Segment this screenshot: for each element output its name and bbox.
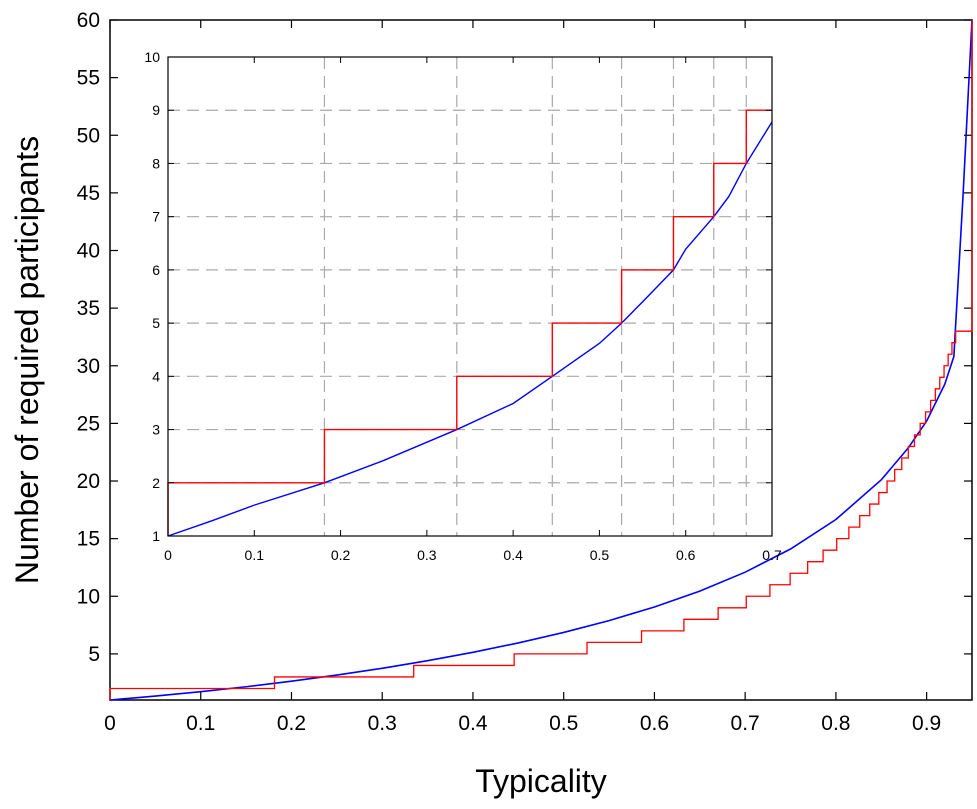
- inset-y-tick-label: 9: [152, 102, 160, 118]
- inset-y-tick-label: 8: [152, 155, 160, 171]
- inset-y-tick-label: 7: [152, 209, 160, 225]
- inset-y-tick-label: 4: [152, 368, 160, 384]
- x-tick-label: 0.9: [912, 712, 941, 735]
- main-tick-labels: 0 0.1 0.2 0.3 0.4 0.5 0.6 0.7 0.8 0.9510152025303…: [77, 9, 942, 735]
- x-tick-label: 0: [104, 712, 116, 735]
- inset-tick-labels: 0 0.1 0.2 0.3 0.4 0.5 0.6 0.7 1 2 3 4 5 6 7 8 9 10: [144, 49, 782, 563]
- inset-y-tick-label: 10: [144, 49, 160, 65]
- y-tick-label: 45: [77, 182, 100, 205]
- x-tick-label: 0.6: [640, 712, 669, 735]
- y-axis-title: Number of required participants: [9, 136, 45, 584]
- inset-plot-frame: [167, 56, 773, 537]
- inset-step-line: [167, 109, 772, 536]
- inset-x-tick-label: 0.6: [676, 547, 696, 563]
- x-tick-label: 0.3: [368, 712, 397, 735]
- inset-plot: 0 0.1 0.2 0.3 0.4 0.5 0.6 0.7 1 2 3 4 5 6 7 8 9 10: [144, 49, 782, 563]
- y-tick-label: 40: [77, 240, 100, 263]
- y-tick-label: 35: [77, 297, 100, 320]
- y-tick-label: 25: [77, 412, 100, 435]
- main-series: [109, 19, 973, 701]
- main-curve-line: [109, 19, 973, 701]
- inset-series: [167, 109, 773, 537]
- main-step-line: [109, 20, 973, 700]
- inset-y-tick-label: 5: [152, 315, 160, 331]
- inset-y-tick-label: 2: [152, 475, 160, 491]
- inset-x-tick-label: 0.1: [245, 547, 265, 563]
- y-tick-label: 55: [77, 67, 100, 90]
- main-plot: 0 0.1 0.2 0.3 0.4 0.5 0.6 0.7 0.8 0.9510152025303…: [9, 9, 973, 799]
- x-tick-label: 0.1: [186, 712, 215, 735]
- y-tick-label: 60: [77, 9, 100, 32]
- inset-background: [168, 57, 772, 536]
- x-tick-label: 0.5: [549, 712, 578, 735]
- inset-x-tick-label: 0.5: [590, 547, 610, 563]
- y-tick-label: 20: [77, 470, 100, 493]
- y-tick-label: 15: [77, 528, 100, 551]
- y-tick-label: 30: [77, 355, 100, 378]
- inset-ticks: [167, 56, 773, 537]
- y-tick-label: 5: [88, 643, 100, 666]
- inset-x-tick-label: 0.2: [331, 547, 351, 563]
- inset-y-tick-label: 6: [152, 262, 160, 278]
- inset-y-tick-label: 1: [152, 528, 160, 544]
- inset-curve-line: [167, 121, 773, 537]
- y-tick-label: 50: [77, 124, 100, 147]
- x-tick-label: 0.7: [731, 712, 760, 735]
- inset-x-tick-label: 0.3: [417, 547, 437, 563]
- inset-x-tick-label: 0: [164, 547, 172, 563]
- inset-y-tick-label: 3: [152, 422, 160, 438]
- main-ticks: [109, 19, 972, 700]
- main-plot-frame: [109, 19, 973, 701]
- x-tick-label: 0.8: [821, 712, 850, 735]
- inset-x-tick-label: 0.7: [762, 547, 782, 563]
- x-tick-label: 0.4: [458, 712, 488, 735]
- y-tick-label: 10: [77, 585, 100, 608]
- x-axis-title: Typicality: [475, 763, 607, 799]
- inset-x-tick-label: 0.4: [503, 547, 523, 563]
- x-tick-label: 0.2: [277, 712, 306, 735]
